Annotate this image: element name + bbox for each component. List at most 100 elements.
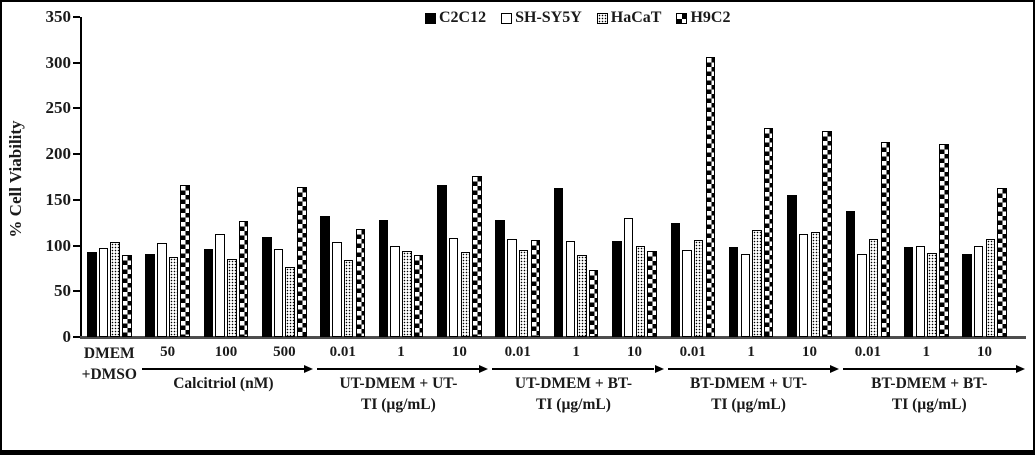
bar-h9c2	[530, 240, 541, 337]
bar-hacat	[402, 251, 412, 337]
legend-label: C2C12	[439, 9, 487, 26]
group-label: BT-DMEM + UT- TI (µg/mL)	[689, 375, 808, 413]
arrow-head-icon	[304, 364, 314, 373]
x-tick-label: 1	[922, 344, 930, 360]
x-tick-label: 50	[160, 344, 176, 360]
arrow-head-icon	[829, 364, 839, 373]
bar-sh-sy5y	[157, 242, 167, 337]
legend-label: H9C2	[690, 9, 731, 26]
bar-h9c2	[297, 187, 307, 337]
bar-sh-sy5y	[973, 246, 984, 337]
group-arrow	[667, 368, 830, 370]
y-tick-label: 350	[45, 7, 72, 26]
bar-hacat	[518, 250, 529, 337]
bar-hacat	[460, 251, 470, 337]
bar-h9c2	[180, 185, 190, 337]
x-tick-label: 0.01	[679, 344, 706, 360]
y-tick	[73, 61, 80, 64]
bar-c2c12	[787, 195, 797, 337]
bar-sh-sy5y	[682, 250, 692, 337]
y-tick	[73, 16, 80, 18]
bar-sh-sy5y	[215, 233, 225, 337]
x-tick-label: 10	[451, 344, 467, 360]
legend-label: HaCaT	[610, 9, 662, 26]
bar-c2c12	[728, 247, 739, 337]
y-tick-label: 0	[62, 327, 72, 346]
y-tick	[73, 290, 80, 293]
bar-sh-sy5y	[273, 249, 284, 337]
bar-c2c12	[903, 247, 914, 337]
y-tick-label: 100	[45, 235, 72, 255]
bar-hacat	[868, 239, 879, 337]
group-label: BT-DMEM + BT- TI (µg/mL)	[871, 375, 988, 413]
bar-h9c2	[939, 144, 949, 337]
bar-h9c2	[588, 270, 599, 337]
arrow-head-icon	[1016, 364, 1025, 373]
bar-hacat	[693, 240, 704, 337]
bar-hacat	[285, 266, 295, 337]
bar-h9c2	[413, 254, 424, 337]
bar-sh-sy5y	[798, 233, 809, 337]
bar-h9c2	[122, 254, 132, 337]
x-tick-label: 1	[747, 344, 755, 360]
bar-sh-sy5y	[623, 218, 634, 337]
y-tick-label: 150	[45, 189, 72, 209]
bar-h9c2	[472, 176, 482, 337]
y-tick	[73, 198, 80, 201]
bar-c2c12	[495, 219, 505, 337]
bar-hacat	[227, 259, 237, 337]
legend-item-hacat: HaCaT	[596, 9, 662, 27]
group-arrow	[842, 368, 1016, 370]
bar-sh-sy5y	[565, 241, 575, 337]
x-tick-label: 10	[977, 344, 993, 360]
legend-item-h9c2: H9C2	[676, 9, 730, 27]
legend-item-sh-sy5y: SH-SY5Y	[501, 9, 582, 27]
bar-hacat	[635, 246, 646, 337]
x-tick-label: 1	[397, 344, 405, 360]
plain-swatch-icon	[501, 12, 513, 24]
bar-hacat	[577, 254, 587, 337]
bar-sh-sy5y	[448, 238, 459, 337]
bar-hacat	[752, 230, 762, 337]
bar-hacat	[985, 239, 996, 337]
dots-swatch-icon	[596, 12, 608, 24]
y-tick	[73, 336, 80, 338]
bar-hacat	[343, 260, 354, 337]
bar-c2c12	[262, 237, 272, 337]
x-tick-label: 1	[572, 344, 580, 360]
y-tick	[73, 153, 80, 156]
x-tick-label: 100	[214, 344, 238, 360]
group-arrow	[492, 368, 655, 370]
bar-c2c12	[203, 249, 214, 337]
group-label: Calcitriol (nM)	[173, 375, 274, 392]
bar-hacat	[810, 231, 821, 337]
y-tick-label: 50	[54, 281, 71, 301]
group-arrow	[142, 368, 305, 370]
legend-item-c2c12: C2C12	[425, 9, 486, 27]
checker-swatch-icon	[676, 12, 688, 24]
bar-h9c2	[705, 57, 716, 337]
y-tick-label: 250	[45, 98, 72, 118]
bar-sh-sy5y	[915, 245, 926, 337]
x-tick-label: 10	[626, 344, 642, 360]
x-tick-label: 0.01	[329, 344, 356, 360]
x-axis-line	[80, 336, 1026, 339]
y-axis-title: % Cell Viability	[6, 120, 25, 238]
x-tick-label: 500	[273, 344, 296, 360]
x-tick-label: 10	[802, 344, 817, 360]
group-label: DMEM +DMSO	[81, 345, 137, 383]
bar-hacat	[168, 257, 179, 337]
bar-c2c12	[320, 216, 330, 337]
y-tick-label: 300	[45, 52, 72, 72]
group-label: UT-DMEM + UT- TI (µg/mL)	[339, 375, 458, 413]
bar-h9c2	[997, 187, 1007, 337]
bar-sh-sy5y	[332, 241, 342, 337]
bar-sh-sy5y	[857, 253, 867, 337]
bar-sh-sy5y	[507, 239, 517, 337]
bar-c2c12	[553, 187, 564, 337]
y-tick	[73, 107, 80, 110]
bar-h9c2	[238, 220, 249, 337]
bar-h9c2	[822, 131, 832, 337]
arrow-head-icon	[654, 364, 664, 373]
bar-sh-sy5y	[390, 245, 400, 337]
